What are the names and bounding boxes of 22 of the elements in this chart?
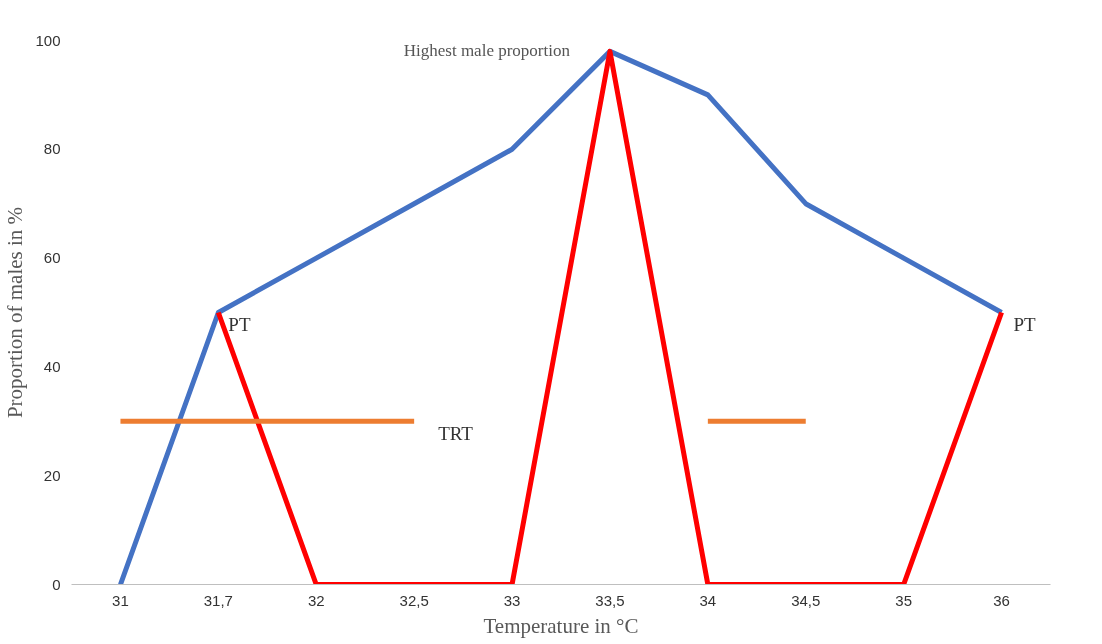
annotation: PT [228,314,251,335]
annotation: PT [1013,314,1037,335]
y-tick-label: 20 [43,466,61,484]
x-tick-label: 34 [699,591,717,609]
x-tick-label: 32,5 [399,591,429,609]
y-axis-title: Proportion of males in % [3,206,28,419]
x-tick-label: 35 [895,591,912,609]
x-tick-label: 33,5 [595,591,625,609]
x-axis-title: Temperature in °C [483,613,639,638]
y-tick-label: 80 [43,140,61,158]
x-tick-label: 31,7 [203,591,233,609]
x-tick-label: 34,5 [791,591,821,609]
annotation: TRT [438,422,474,444]
x-tick-label: 33 [503,591,521,609]
y-tick-label: 0 [52,575,61,593]
x-tick-label: 32 [307,591,325,609]
y-tick-label: 40 [43,357,61,375]
annotation: Highest male proportion [403,41,571,61]
x-tick-label: 36 [993,591,1010,609]
y-tick-label: 100 [35,31,61,49]
x-tick-label: 31 [112,591,129,609]
y-tick-label: 60 [43,249,61,267]
